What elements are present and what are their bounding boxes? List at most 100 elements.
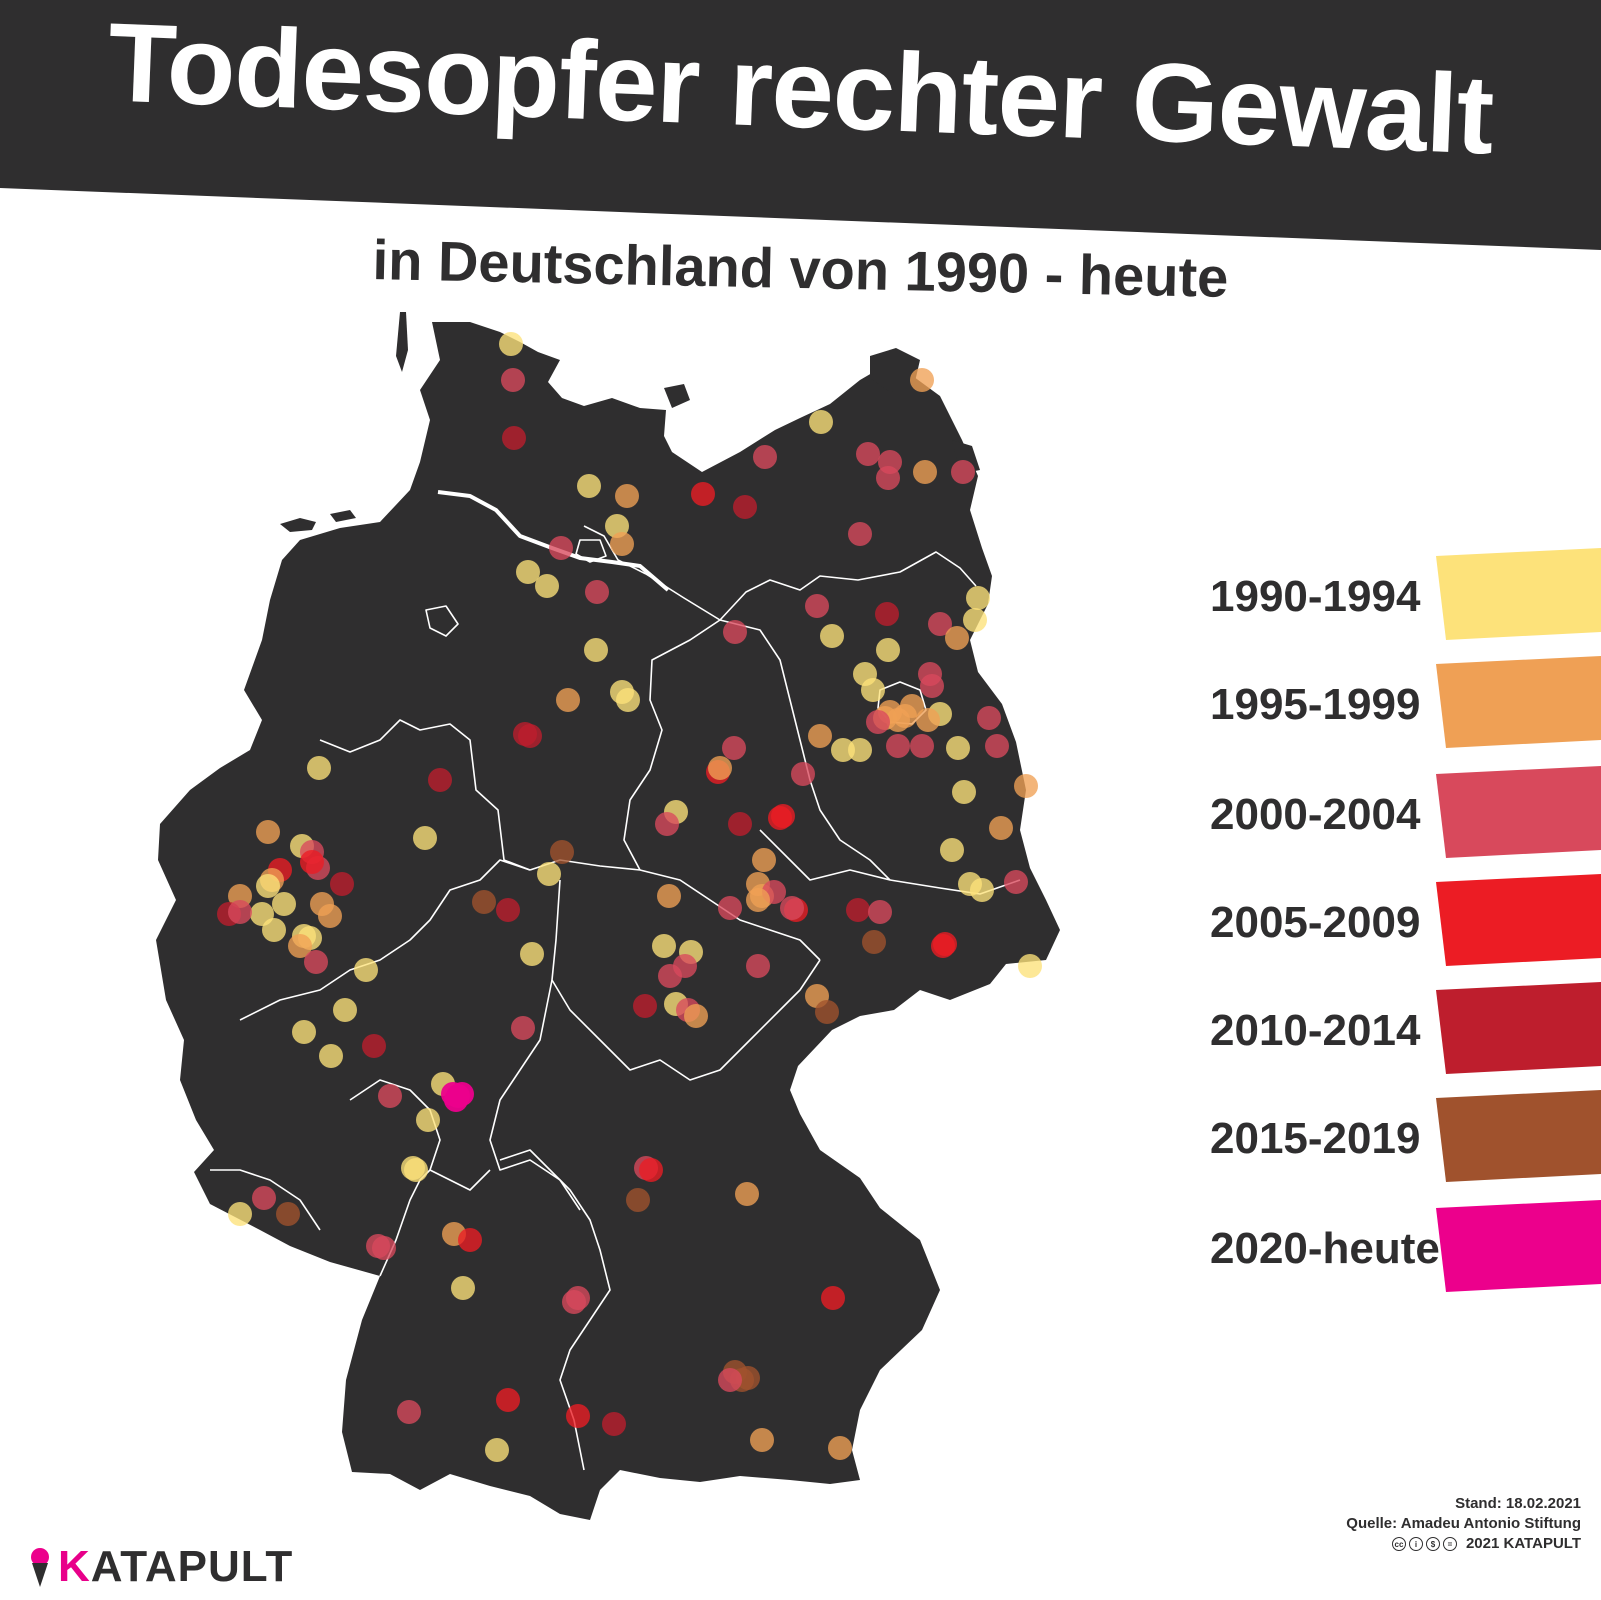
victim-marker — [862, 930, 886, 954]
victim-marker — [562, 1290, 586, 1314]
by-icon: i — [1408, 1537, 1423, 1551]
border-nrw-rp-he — [239, 859, 531, 1021]
victim-marker — [951, 460, 975, 484]
legend-swatch-2020-heute — [1436, 1200, 1601, 1292]
victim-marker — [354, 958, 378, 982]
victim-marker — [846, 898, 870, 922]
victim-marker — [333, 998, 357, 1022]
victim-marker — [639, 1158, 663, 1182]
victim-marker — [549, 536, 573, 560]
victim-marker — [933, 932, 957, 956]
victim-marker — [945, 626, 969, 650]
credits: Stand: 18.02.2021 Quelle: Amadeu Antonio… — [1346, 1494, 1581, 1554]
border-bb-st — [719, 619, 891, 881]
logo-rest: ATAPULT — [90, 1542, 294, 1591]
border-rp-sl — [210, 1169, 321, 1231]
victim-marker — [499, 332, 523, 356]
island-sylt — [396, 312, 408, 372]
victim-marker — [485, 1438, 509, 1462]
source: Quelle: Amadeu Antonio Stiftung — [1346, 1515, 1581, 1532]
legend-label-2000-2004: 2000-2004 — [1210, 790, 1421, 839]
katapult-logo: KATAPULT — [30, 1542, 293, 1592]
victim-marker — [985, 734, 1009, 758]
victim-marker — [723, 620, 747, 644]
border-bremen — [425, 605, 459, 637]
border-ni-nrw — [319, 719, 531, 871]
legend-swatch-2005-2009 — [1436, 874, 1601, 966]
victim-marker — [602, 1412, 626, 1436]
victim-marker — [228, 900, 252, 924]
victim-marker — [496, 898, 520, 922]
victim-marker — [946, 736, 970, 760]
victim-marker — [989, 816, 1013, 840]
victim-marker — [728, 812, 752, 836]
victim-marker — [913, 460, 937, 484]
victim-marker — [831, 738, 855, 762]
victim-marker — [262, 918, 286, 942]
victim-marker — [691, 482, 715, 506]
victim-marker — [866, 710, 890, 734]
victim-marker — [752, 848, 776, 872]
victim-marker — [1014, 774, 1038, 798]
legend-swatch-1995-1999 — [1436, 656, 1601, 748]
victim-marker — [808, 724, 832, 748]
legend-swatch-2010-2014 — [1436, 982, 1601, 1074]
victim-marker — [451, 1276, 475, 1300]
victim-marker — [805, 594, 829, 618]
victim-marker — [304, 950, 328, 974]
victim-marker — [1004, 870, 1028, 894]
victim-marker — [848, 738, 872, 762]
victim-marker — [556, 688, 580, 712]
victim-marker — [444, 1088, 468, 1112]
victim-marker — [633, 994, 657, 1018]
victim-marker — [848, 522, 872, 546]
legend-label-1990-1994: 1990-1994 — [1210, 572, 1421, 621]
victim-marker — [550, 840, 574, 864]
victim-marker — [861, 678, 885, 702]
stand-date: Stand: 18.02.2021 — [1455, 1495, 1581, 1512]
victim-marker — [746, 954, 770, 978]
victim-marker — [516, 560, 540, 584]
victim-marker — [771, 804, 795, 828]
legend-swatches — [1436, 548, 1601, 1292]
victim-marker — [272, 892, 296, 916]
legend-label-2005-2009: 2005-2009 — [1210, 898, 1421, 947]
victim-marker — [910, 368, 934, 392]
victim-marker — [821, 1286, 845, 1310]
victim-marker — [362, 1034, 386, 1058]
victim-marker — [736, 1366, 760, 1390]
legend-label-2020-heute: 2020-heute — [1210, 1224, 1440, 1273]
victim-marker — [501, 368, 525, 392]
ice-cream-icon — [31, 1548, 49, 1587]
victim-marker — [875, 602, 899, 626]
victim-marker — [416, 1108, 440, 1132]
victim-marker — [307, 756, 331, 780]
victim-marker — [746, 888, 770, 912]
victim-marker — [900, 694, 924, 718]
border-st-ni — [623, 619, 721, 871]
victim-marker — [718, 896, 742, 920]
victim-marker — [966, 586, 990, 610]
victim-marker — [300, 850, 324, 874]
victim-marker — [520, 942, 544, 966]
logo-text: KATAPULT — [58, 1542, 293, 1592]
victim-marker — [228, 1202, 252, 1226]
victim-marker — [1018, 954, 1042, 978]
border-he-by — [489, 979, 581, 1211]
victim-marker — [318, 904, 342, 928]
victim-marker — [910, 734, 934, 758]
victim-marker — [791, 762, 815, 786]
victim-marker — [940, 838, 964, 862]
legend-label-2010-2014: 2010-2014 — [1210, 1006, 1421, 1055]
east-frisian-islands — [280, 510, 356, 532]
victim-marker — [585, 580, 609, 604]
victim-marker — [397, 1400, 421, 1424]
victim-marker — [256, 820, 280, 844]
victim-marker — [537, 862, 561, 886]
victim-marker — [535, 574, 559, 598]
nc-icon: $ — [1425, 1537, 1440, 1551]
victim-marker — [276, 1202, 300, 1226]
victim-marker — [977, 706, 1001, 730]
victim-marker — [615, 484, 639, 508]
germany-land — [156, 322, 1060, 1520]
